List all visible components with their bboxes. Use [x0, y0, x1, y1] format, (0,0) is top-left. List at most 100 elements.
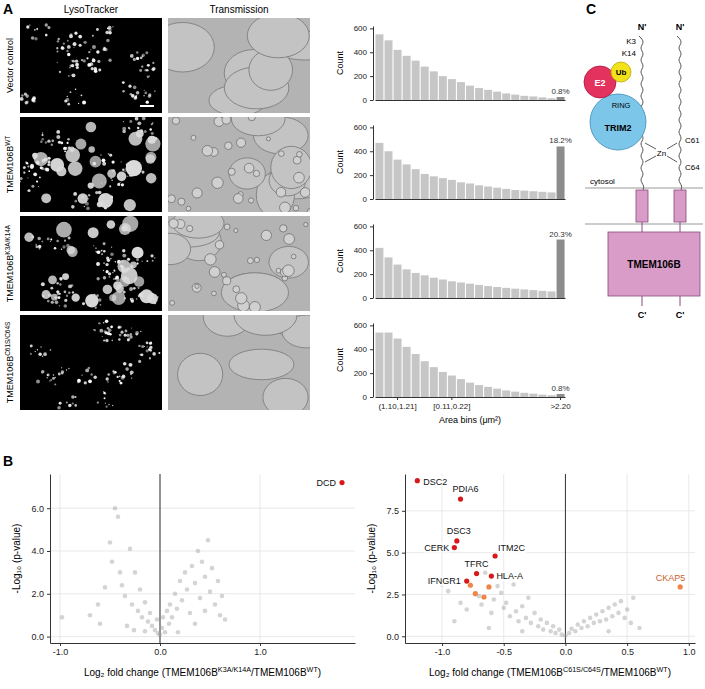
image-texture — [86, 57, 88, 59]
image-texture — [23, 166, 26, 169]
image-texture — [50, 241, 51, 242]
text-part: /TMEM106B — [251, 667, 307, 678]
image-texture — [147, 346, 148, 347]
point — [339, 480, 344, 485]
bar — [457, 182, 465, 199]
x-axis: -1.00.01.0 — [51, 643, 356, 657]
image-texture — [41, 372, 42, 373]
point — [175, 606, 180, 611]
image-texture — [109, 276, 111, 278]
tick-label: 4.0 — [31, 546, 44, 556]
bar — [548, 291, 556, 298]
image-texture — [105, 393, 107, 395]
bar — [385, 333, 393, 397]
grid — [50, 474, 355, 643]
text-part: ) — [318, 667, 321, 678]
image-texture — [54, 383, 56, 385]
image-texture — [168, 233, 191, 264]
tick: 5.0 — [386, 548, 405, 558]
tick-label: 0 — [363, 393, 368, 402]
tick-mark — [565, 643, 566, 646]
point-label: ITM2C — [498, 543, 526, 553]
axis-line — [376, 199, 566, 200]
tick: 2.0 — [31, 589, 50, 599]
image-texture — [112, 161, 115, 164]
tick: 0 — [363, 96, 373, 105]
image-texture — [71, 205, 75, 209]
column-header: LysoTracker — [64, 4, 119, 15]
text-part: K3A/K14A — [218, 665, 251, 674]
image-texture — [56, 290, 59, 293]
image-texture — [103, 285, 113, 295]
image-texture — [51, 139, 54, 142]
point — [631, 596, 636, 601]
image-texture — [150, 254, 153, 257]
point — [140, 615, 145, 620]
image-texture — [149, 128, 151, 130]
image-texture — [140, 331, 141, 332]
axis-title: Log₂ fold change (TMEM106BC61S/C64S/TMEM… — [429, 665, 671, 678]
tick-label: 0.0 — [386, 632, 399, 642]
image-texture — [84, 206, 85, 207]
image-texture — [88, 51, 90, 53]
point — [532, 611, 537, 616]
image-texture — [38, 186, 39, 187]
diagram-label: TRIM2 — [605, 123, 632, 133]
image-texture — [279, 151, 285, 157]
image-texture — [120, 331, 123, 334]
tick-label: (1.10,1.21] — [378, 402, 416, 411]
image-texture — [212, 291, 217, 296]
image-texture — [271, 146, 310, 188]
image-texture — [136, 333, 138, 335]
image-texture — [126, 334, 129, 337]
image-texture — [233, 194, 243, 204]
point — [529, 621, 534, 626]
image-texture — [95, 247, 97, 249]
point — [520, 604, 525, 609]
point-labels: DCD — [316, 478, 338, 488]
image-texture — [47, 163, 50, 166]
bar — [466, 284, 474, 298]
image-texture — [129, 120, 132, 123]
image-texture — [112, 26, 113, 27]
point — [481, 594, 486, 599]
image-texture — [85, 294, 98, 307]
tick-mark — [560, 397, 561, 400]
image-texture — [82, 100, 86, 104]
image-texture — [146, 341, 149, 344]
image-texture — [30, 164, 34, 168]
tick-label: >2.20 — [550, 402, 571, 411]
image-texture — [90, 49, 91, 50]
bar — [457, 82, 465, 100]
image-texture — [107, 373, 110, 376]
image-texture — [98, 191, 102, 195]
image-texture — [41, 193, 51, 203]
image-texture — [147, 64, 150, 67]
point-label: PDIA6 — [453, 484, 479, 494]
tick-label: 7.5 — [386, 506, 399, 516]
image-texture — [130, 370, 134, 374]
image-texture — [88, 146, 94, 152]
image-texture — [136, 298, 138, 300]
image-texture — [187, 225, 193, 231]
image-texture — [122, 90, 124, 92]
y-axis: 0.02.04.06.0 — [31, 475, 50, 644]
bar — [385, 40, 393, 100]
text-part: TMEM106B — [5, 255, 15, 303]
image-texture — [107, 220, 116, 229]
image-texture — [96, 262, 100, 266]
points — [415, 474, 683, 643]
point — [452, 619, 457, 624]
image-texture — [169, 219, 178, 228]
bar — [466, 183, 474, 199]
tick-label: 0 — [363, 294, 368, 303]
image-texture — [140, 289, 154, 303]
x-axis — [376, 100, 566, 101]
image-texture — [128, 85, 131, 88]
grid-line — [50, 636, 355, 637]
image-texture — [300, 188, 310, 198]
image-texture — [93, 245, 94, 246]
histogram: 0200400600(1.10,1.21][0.11,0.22]>2.20Cou… — [335, 321, 571, 425]
image-texture — [42, 290, 51, 299]
panel-label: C — [586, 1, 596, 17]
